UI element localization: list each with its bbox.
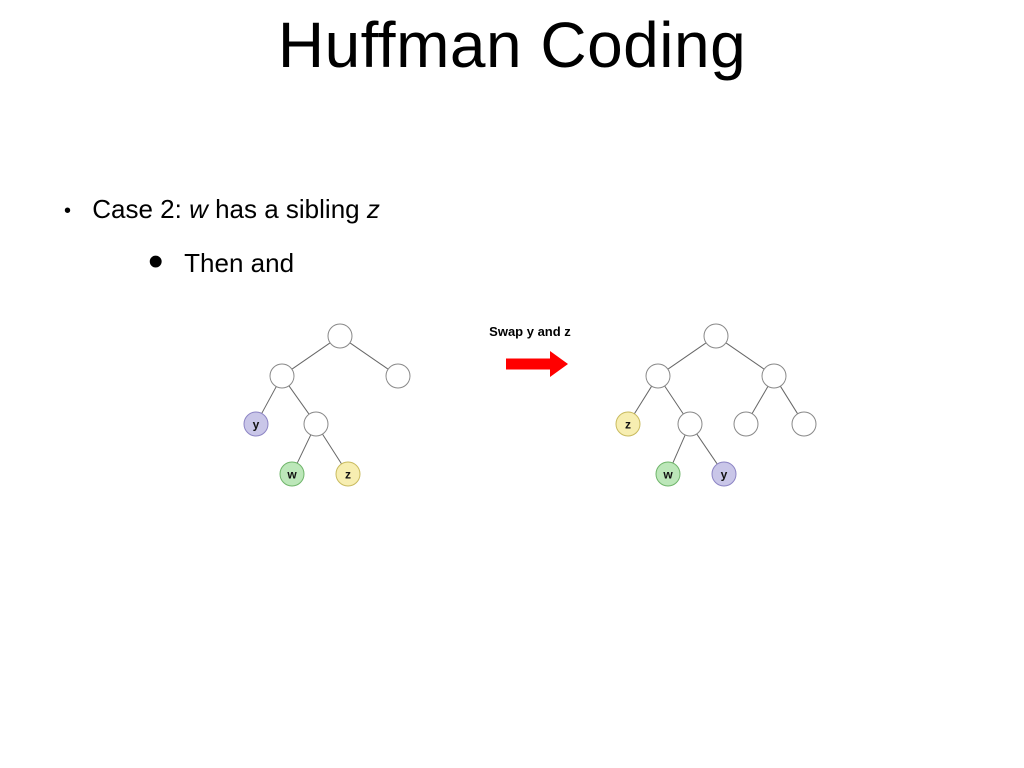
bullet2-text: Then and	[184, 248, 294, 278]
bullet-dot: •	[64, 200, 71, 222]
svg-text:w: w	[286, 468, 297, 482]
bullet-dot-large: •	[148, 237, 163, 286]
bullet-level-1: • Case 2: w has a sibling z	[64, 194, 380, 225]
bullet1-var-w: w	[189, 194, 208, 224]
svg-text:w: w	[662, 468, 673, 482]
diagram-area: y w z z w y Swap y and z	[220, 318, 860, 558]
bullet1-text-b: has a sibling	[208, 194, 367, 224]
svg-text:Swap y and z: Swap y and z	[489, 324, 571, 339]
svg-text:z: z	[345, 468, 351, 482]
svg-text:y: y	[721, 468, 728, 482]
bullet-level-2: • Then and	[148, 248, 294, 279]
bullet1-text-a: Case 2:	[92, 194, 189, 224]
page-title: Huffman Coding	[0, 0, 1024, 82]
tree-diagram-svg: y w z z w y Swap y and z	[220, 318, 860, 518]
svg-text:y: y	[253, 418, 260, 432]
arrow-icon	[506, 351, 568, 377]
svg-text:z: z	[625, 418, 631, 432]
bullet1-var-z: z	[367, 194, 380, 224]
